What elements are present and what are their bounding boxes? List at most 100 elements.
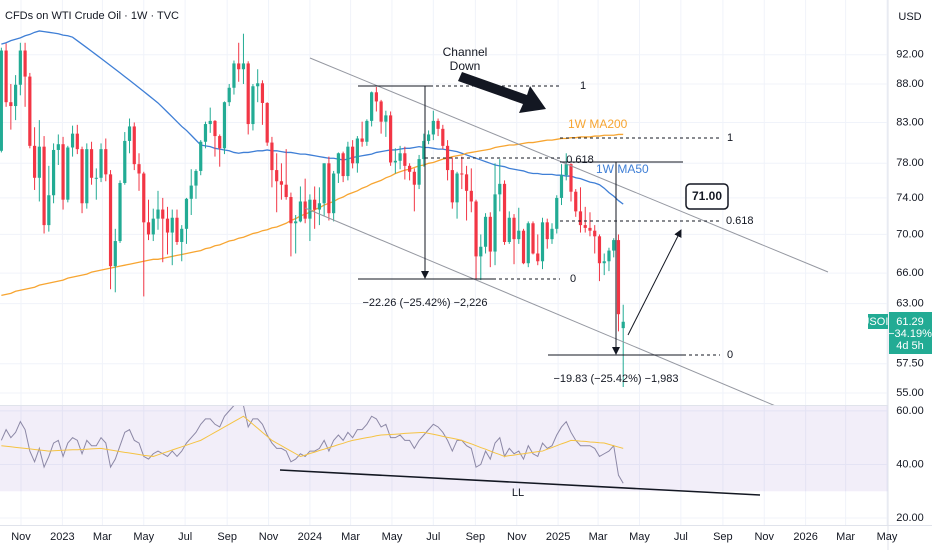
candle-body xyxy=(336,153,340,174)
candle-body xyxy=(493,194,497,252)
y-tick-label: 83.00 xyxy=(896,116,924,128)
chart-title: CFDs on WTI Crude Oil · 1W · TVC xyxy=(5,10,179,22)
candle-body xyxy=(602,261,606,264)
candle-body xyxy=(360,138,364,142)
candle-body xyxy=(341,153,345,177)
candle-body xyxy=(99,149,103,178)
candle-body xyxy=(9,102,13,107)
candle-body xyxy=(498,183,502,195)
candle-body xyxy=(483,216,488,247)
candle-body xyxy=(104,149,108,175)
x-tick-label: Nov xyxy=(259,531,279,543)
price-label: 61.29 xyxy=(896,316,924,328)
x-tick-label: Jul xyxy=(426,531,440,543)
price-tag: USOIL 61.29 −34.19% 4d 5h xyxy=(861,312,932,354)
candle-body xyxy=(170,217,174,233)
candle-body xyxy=(332,173,336,214)
candle-body xyxy=(151,218,155,235)
candle-body xyxy=(303,201,307,219)
candle-body xyxy=(612,240,616,251)
candle-body xyxy=(118,182,122,242)
candle-body xyxy=(28,76,32,146)
candle-body xyxy=(389,115,393,163)
candle-body xyxy=(469,190,473,202)
candle-body xyxy=(536,253,540,262)
candle-body xyxy=(232,63,236,88)
candle-body xyxy=(593,230,597,237)
candle-body xyxy=(559,175,564,198)
measure-label: −19.83 (−25.42%) −1,983 xyxy=(553,373,678,385)
x-tick-label: Mar xyxy=(93,531,112,543)
x-tick-label: Sep xyxy=(217,531,237,543)
x-tick-label: Sep xyxy=(713,531,733,543)
channel-label: Channel xyxy=(443,45,488,59)
channel-arrow xyxy=(458,72,546,113)
measure-label: −22.26 (−25.42%) −2,226 xyxy=(362,297,487,309)
candle-body xyxy=(393,160,397,163)
rsi-band xyxy=(0,406,888,492)
candle-body xyxy=(108,174,113,267)
candle-body xyxy=(384,115,388,122)
candle-body xyxy=(569,164,573,192)
candle-body xyxy=(351,146,355,164)
candle-body xyxy=(142,173,146,223)
x-tick-label: 2026 xyxy=(793,531,817,543)
candle-body xyxy=(251,86,255,125)
x-tick-label: Jul xyxy=(674,531,688,543)
candle-body xyxy=(346,146,350,177)
candle-body xyxy=(279,181,284,185)
candle-body xyxy=(417,159,421,185)
candle-body xyxy=(436,120,440,129)
x-tick-label: Nov xyxy=(754,531,774,543)
countdown-label: 4d 5h xyxy=(896,340,924,352)
channel-lower xyxy=(304,207,775,405)
candle-body xyxy=(66,147,70,200)
x-tick-label: 2023 xyxy=(50,531,74,543)
x-tick-label: Mar xyxy=(836,531,855,543)
candle-body xyxy=(70,133,75,148)
candle-body xyxy=(521,230,526,264)
candle-body xyxy=(597,236,602,264)
candle-body xyxy=(222,102,227,149)
target-label: 71.00 xyxy=(692,189,722,203)
candle-body xyxy=(32,145,37,178)
x-tick-label: Sep xyxy=(466,531,486,543)
x-tick-label: May xyxy=(382,531,403,543)
candle-body xyxy=(317,203,322,210)
candle-body xyxy=(246,63,250,125)
grid xyxy=(0,0,888,525)
candle-body xyxy=(545,222,549,240)
y-tick-label: 57.50 xyxy=(896,358,924,370)
candle-body xyxy=(80,149,84,204)
candle-body xyxy=(123,140,127,183)
candle-body xyxy=(37,146,41,178)
rsi-line xyxy=(0,406,624,484)
candle-body xyxy=(289,197,293,224)
candle-body xyxy=(256,83,260,87)
candle-body xyxy=(47,195,51,226)
candle-body xyxy=(398,153,402,161)
candle-body xyxy=(237,63,241,70)
ma-line xyxy=(1,30,624,205)
candle-body xyxy=(474,201,478,257)
rsi-line xyxy=(1,415,624,457)
candle-body xyxy=(550,228,554,240)
candle-body xyxy=(507,217,511,242)
candle-body xyxy=(23,50,27,77)
y-tick-label: 20.00 xyxy=(896,512,924,524)
candle-body xyxy=(265,102,269,143)
candle-body xyxy=(85,149,89,204)
x-tick-label: Mar xyxy=(589,531,608,543)
candle-body xyxy=(616,240,621,315)
candle-body xyxy=(460,173,464,175)
candle-body xyxy=(189,185,193,199)
candle-body xyxy=(407,165,412,172)
y-tick-label: 60.00 xyxy=(896,405,924,417)
candle-body xyxy=(199,141,203,171)
candle-body xyxy=(51,149,56,196)
symbol-box xyxy=(868,314,888,329)
candle-body xyxy=(194,170,198,186)
candle-body xyxy=(127,126,132,141)
